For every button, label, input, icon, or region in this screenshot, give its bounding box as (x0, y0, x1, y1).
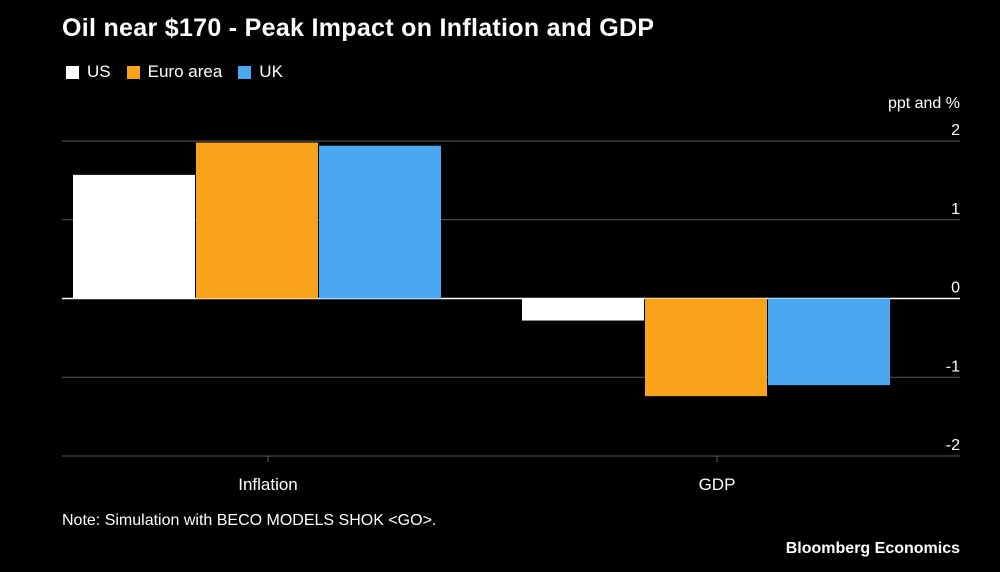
y-axis-unit-label: ppt and % (887, 95, 960, 112)
legend-label-us: US (87, 62, 111, 81)
bar-gdp-uk (768, 298, 890, 386)
bar-gdp-euro-area (645, 298, 767, 397)
legend-swatch-uk (238, 65, 252, 79)
bar-gdp-us (522, 298, 644, 321)
y-tick-label: 1 (951, 201, 960, 218)
legend-item-euro-area: Euro area (126, 62, 223, 82)
source-credit: Bloomberg Economics (785, 540, 960, 557)
legend-label-uk: UK (259, 62, 283, 81)
legend-label-euro-area: Euro area (147, 62, 223, 81)
bar-inflation-us (73, 174, 195, 299)
y-tick-label: 0 (951, 280, 960, 297)
y-tick-label: -1 (946, 358, 960, 375)
footnote: Note: Simulation with BECO MODELS SHOK <… (62, 512, 437, 529)
legend-item-uk: UK (238, 62, 283, 82)
legend-item-us: US (66, 62, 111, 82)
legend-swatch-us (66, 65, 79, 79)
legend-swatch-euro-area (126, 65, 140, 79)
bar-inflation-euro-area (196, 142, 318, 299)
x-tick-label-gdp: GDP (699, 475, 736, 494)
chart-title: Oil near $170 - Peak Impact on Inflation… (62, 14, 655, 42)
y-tick-label: 2 (951, 122, 960, 139)
x-tick-label-inflation: Inflation (238, 475, 298, 494)
legend: US Euro area UK (66, 62, 299, 82)
y-tick-label: -2 (946, 437, 960, 454)
bar-inflation-uk (319, 145, 441, 299)
